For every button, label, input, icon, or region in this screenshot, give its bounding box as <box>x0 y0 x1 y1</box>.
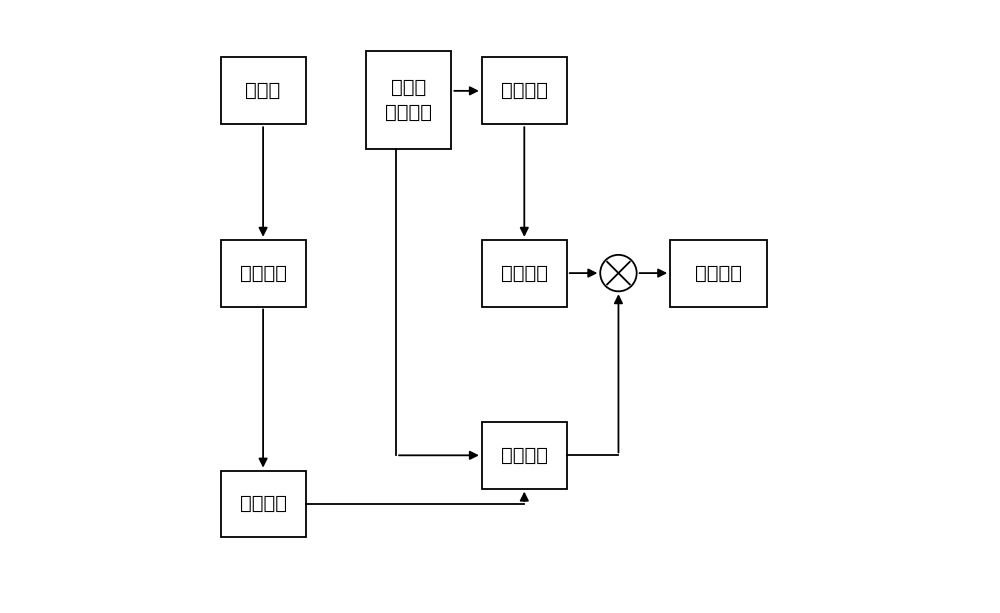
Bar <box>482 422 567 489</box>
Text: 步长估计: 步长估计 <box>501 264 548 283</box>
Text: 步态检测: 步态检测 <box>501 82 548 101</box>
Text: 初始校准: 初始校准 <box>240 264 287 283</box>
Bar <box>221 58 306 124</box>
Text: 陀螺仪
加速度计: 陀螺仪 加速度计 <box>385 78 432 122</box>
Text: 在线校准: 在线校准 <box>240 495 287 514</box>
Bar <box>366 51 451 148</box>
Text: 磁力计: 磁力计 <box>245 82 281 101</box>
Bar <box>670 240 767 306</box>
Text: 位置解算: 位置解算 <box>695 264 742 283</box>
Bar <box>221 471 306 538</box>
Text: 航向估计: 航向估计 <box>501 446 548 465</box>
Bar <box>482 58 567 124</box>
Bar <box>221 240 306 306</box>
Circle shape <box>600 255 637 291</box>
Bar <box>482 240 567 306</box>
